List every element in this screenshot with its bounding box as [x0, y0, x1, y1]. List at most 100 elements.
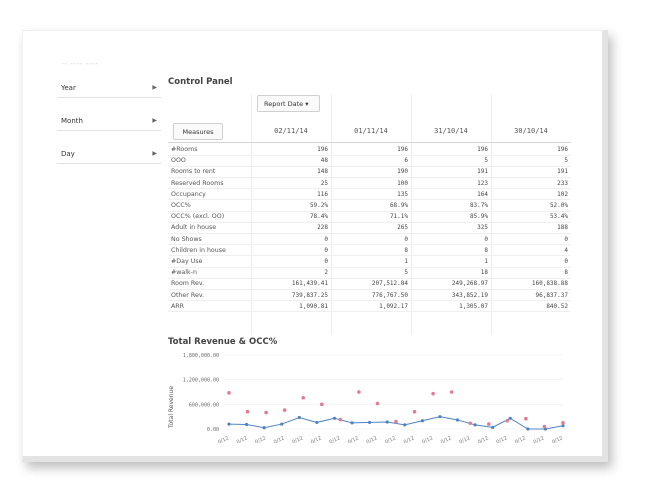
table-row: #Rooms 196 196 196 196 [168, 144, 571, 156]
x-tick-label: ...0/12 [306, 435, 323, 443]
cell-value: 5 [411, 155, 491, 167]
cell-value: 228 [251, 222, 331, 235]
revenue-point [315, 420, 319, 425]
filter-day-label: Day [61, 150, 75, 158]
filter-day[interactable]: Day ▶ [57, 144, 161, 164]
cell-value: 8 [331, 244, 411, 257]
occ-point [542, 424, 547, 429]
row-label: OOO [168, 155, 251, 167]
revenue-point [350, 421, 354, 425]
chart-title: Total Revenue & OCC% [168, 337, 278, 347]
cell-value: 5 [331, 267, 411, 279]
x-tick-label: ...0/12 [491, 435, 508, 443]
cell-value: 0 [251, 255, 331, 268]
cell-value: 188 [491, 222, 571, 235]
row-label: #walk-n [168, 267, 251, 279]
x-tick-label: ...0/12 [343, 435, 360, 443]
row-label: Adult in house [168, 222, 251, 235]
cell-value: 52.0% [491, 199, 571, 212]
revenue-point [455, 418, 460, 422]
cell-value: 1 [331, 255, 411, 268]
x-tick-label: ...0/12 [417, 435, 434, 443]
occ-point [245, 409, 250, 414]
occ-point [524, 416, 528, 421]
cell-value: 85.9% [411, 211, 491, 223]
revenue-point [385, 420, 389, 424]
cell-value: 0 [491, 255, 571, 268]
x-tick-label: ...0/12 [510, 435, 527, 443]
x-tick-label: ...0/12 [213, 435, 230, 443]
cell-value: 100 [331, 177, 411, 190]
cell-value: 123 [411, 177, 491, 190]
revenue-point [297, 415, 301, 420]
revenue-point [420, 419, 424, 423]
table-row: Rooms to rent 148 190 191 191 [168, 166, 571, 179]
report-date-button[interactable]: Report Date ▾ [257, 95, 320, 112]
cell-value: 96,837.37 [491, 289, 571, 302]
row-label: Occupancy [168, 188, 251, 201]
x-tick-label: ...0/12 [287, 435, 304, 443]
row-label: ARR [168, 300, 251, 313]
cell-value: 0 [491, 233, 571, 246]
revenue-point [244, 422, 249, 427]
row-label: OCC% (excl. OO) [168, 211, 251, 223]
filter-year[interactable]: Year ▶ [57, 78, 161, 98]
row-label: Room Rev. [168, 278, 251, 290]
x-tick-label: ...0/12 [250, 435, 267, 443]
panel-title: Control Panel [168, 77, 233, 87]
cell-value: 0 [331, 233, 411, 246]
revenue-point [561, 424, 565, 428]
cell-value: 265 [331, 222, 411, 235]
cell-value: 25 [251, 177, 331, 190]
row-label: Rooms to rent [168, 166, 251, 179]
x-tick-label: ...0/12 [454, 435, 471, 443]
occ-point [319, 402, 324, 407]
cell-value: 1,305.07 [411, 300, 491, 313]
occ-point [357, 390, 361, 394]
column-header[interactable]: 01/11/14 [354, 127, 388, 135]
revenue-occ-chart: Total Revenue 1,800,000.00 1,200,000.00 600… [168, 353, 565, 443]
measures-button[interactable]: Measures [173, 123, 223, 140]
column-header[interactable]: 31/10/14 [434, 127, 468, 135]
occ-point [561, 421, 565, 425]
occ-point [505, 418, 510, 423]
cell-value: 190 [331, 166, 411, 179]
occ-point [412, 409, 417, 414]
filter-month[interactable]: Month ▶ [57, 111, 161, 131]
row-label: #Rooms [168, 144, 251, 156]
cell-value: 325 [411, 222, 491, 235]
header-divider [168, 142, 571, 143]
column-header[interactable]: 02/11/14 [274, 127, 308, 135]
cell-value: 148 [251, 166, 331, 179]
cell-value: 8 [411, 244, 491, 257]
cell-value: 8 [491, 267, 571, 279]
occ-point [486, 422, 491, 426]
app-window: -- ---- ---- Year ▶ Month ▶ Day ▶ Contro… [22, 30, 608, 462]
filter-month-label: Month [61, 117, 83, 125]
chevron-right-icon: ▶ [152, 117, 157, 124]
cell-value: 196 [251, 144, 331, 156]
cell-value: 191 [491, 166, 571, 179]
revenue-point [473, 423, 477, 427]
cell-value: 343,852.19 [411, 289, 491, 302]
table-row: OCC% 59.2% 68.9% 83.7% 52.0% [168, 199, 571, 212]
x-tick-label: ...0/12 [380, 435, 397, 443]
x-tick-label: ...0/12 [324, 435, 341, 443]
revenue-point [491, 425, 495, 429]
row-label: OCC% [168, 199, 251, 212]
y-axis-label: Total Revenue [168, 386, 175, 429]
cell-value: 48 [251, 155, 331, 167]
revenue-point [262, 426, 266, 430]
table-row: Room Rev. 161,439.41 207,512.84 249,268.97 1… [168, 278, 571, 290]
occ-point [227, 391, 231, 395]
cell-value: 207,512.84 [331, 278, 411, 290]
occ-point [338, 417, 343, 422]
cell-value: 161,439.41 [251, 278, 331, 290]
cell-value: 59.2% [251, 199, 331, 212]
cell-value: 739,837.25 [251, 289, 331, 302]
x-tick-label: ...0/12 [473, 435, 490, 443]
column-header[interactable]: 30/10/14 [514, 127, 548, 135]
cell-value: 1,092.17 [331, 300, 411, 313]
occ-point [264, 410, 268, 415]
cell-value: 776,767.50 [331, 289, 411, 302]
